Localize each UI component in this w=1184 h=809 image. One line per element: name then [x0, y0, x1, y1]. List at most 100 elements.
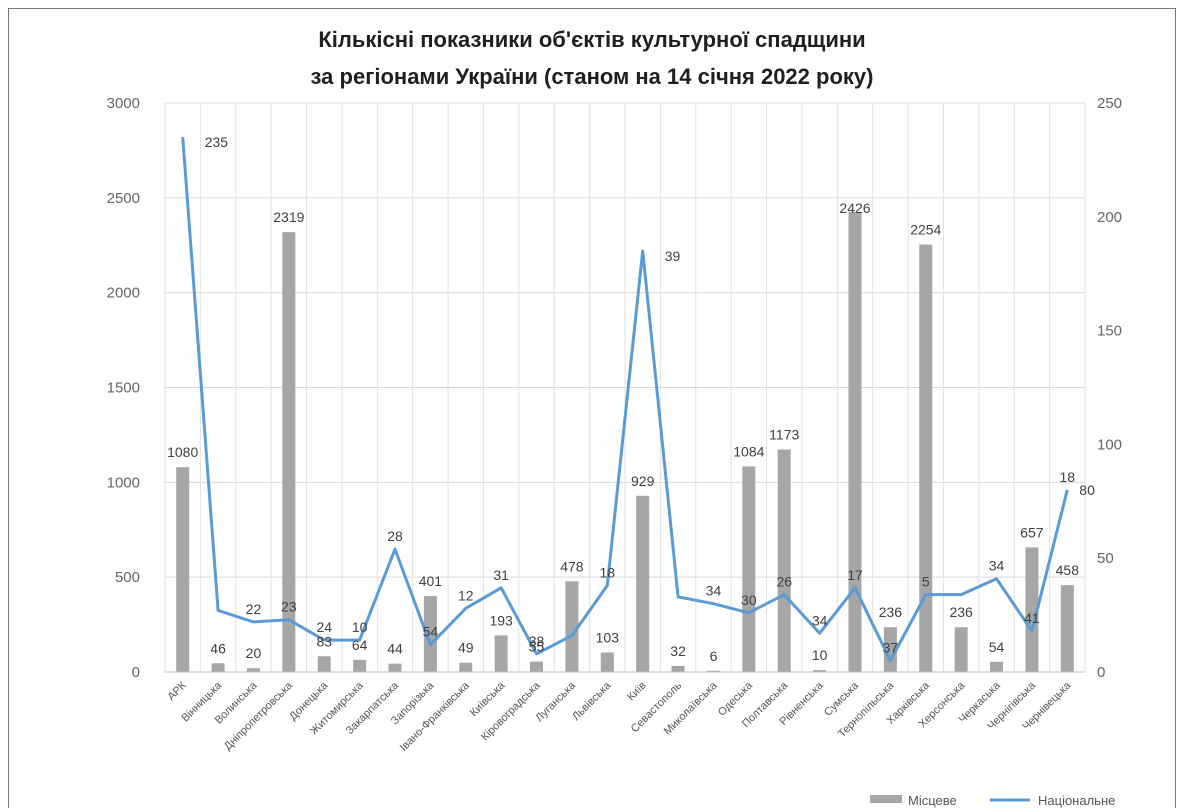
y-right-tick-label: 250 [1097, 95, 1122, 112]
x-category-label: Львівська [570, 679, 614, 723]
data-label-mistseve: 44 [387, 641, 403, 657]
data-label-natsionalne: 39 [665, 248, 681, 264]
y-left-tick-label: 3000 [107, 95, 140, 112]
data-label-natsionalne: 54 [423, 624, 439, 640]
bar-mistseve [777, 449, 791, 672]
y-left-tick-label: 2000 [107, 285, 140, 302]
y-right-tick-label: 0 [1097, 664, 1105, 681]
data-label-natsionalne: 5 [922, 574, 930, 590]
y-right-tick-label: 100 [1097, 436, 1122, 453]
bar-mistseve [954, 627, 968, 672]
bar-mistseve [459, 662, 473, 672]
legend: Місцеве Національне [870, 793, 1115, 808]
y-left-tick-label: 500 [115, 569, 140, 586]
data-label-mistseve: 1173 [769, 427, 799, 443]
data-label-natsionalne: 17 [847, 567, 863, 583]
data-label-mistseve: 2426 [839, 200, 870, 216]
data-label-mistseve: 929 [631, 473, 655, 489]
bar-mistseve [494, 635, 508, 672]
data-label-natsionalne: 34 [989, 558, 1005, 574]
data-label-mistseve: 20 [246, 645, 262, 661]
data-label-mistseve: 64 [352, 637, 368, 653]
chart-frame [8, 8, 1176, 808]
data-label-natsionalne: 18 [1060, 469, 1076, 485]
data-label-natsionalne: 23 [281, 599, 297, 615]
y-left-tick-label: 1000 [107, 474, 140, 491]
data-label-mistseve: 401 [419, 573, 443, 589]
bar-mistseve [848, 211, 862, 673]
data-label-mistseve: 236 [949, 604, 973, 620]
data-label-natsionalne: 41 [1024, 610, 1040, 626]
data-label-mistseve: 10 [812, 647, 828, 663]
data-label-mistseve: 1080 [167, 444, 198, 460]
data-label-natsionalne: 31 [493, 567, 509, 583]
data-label-mistseve: 83 [316, 633, 332, 649]
legend-swatch-mistseve [870, 795, 902, 803]
data-label-mistseve: 2254 [910, 221, 941, 237]
bar-mistseve [388, 663, 402, 672]
data-label-mistseve: 193 [489, 612, 513, 628]
bar-mistseve [530, 661, 544, 672]
y-right-tick-label: 150 [1097, 323, 1122, 340]
data-label-mistseve: 6 [710, 648, 718, 664]
data-label-mistseve: 2319 [273, 209, 304, 225]
bar-mistseve [600, 652, 614, 672]
bar-mistseve [813, 670, 827, 672]
data-label-mistseve: 55 [529, 639, 545, 655]
y-right-tick-label: 200 [1097, 209, 1122, 226]
data-label-natsionalne: 12 [458, 587, 474, 603]
data-label-natsionalne: 28 [387, 528, 403, 544]
data-label-natsionalne: 22 [246, 601, 262, 617]
line-natsionalne [181, 136, 1069, 663]
bar-mistseve [246, 668, 260, 672]
bar-mistseve [919, 244, 933, 672]
bar-mistseve [211, 663, 225, 672]
data-label-natsionalne: 26 [776, 574, 792, 590]
data-label-natsionalne: 34 [812, 612, 828, 628]
data-label-mistseve: 1084 [733, 443, 764, 459]
bar-series-mistseve [176, 211, 1074, 673]
data-label-mistseve: 458 [1056, 562, 1080, 578]
data-label-natsionalne: 34 [706, 583, 722, 599]
x-category-label: Івано-Франківська [398, 679, 473, 754]
data-label-mistseve: 657 [1020, 524, 1044, 540]
data-label-mistseve: 49 [458, 640, 474, 656]
bar-mistseve [353, 659, 367, 672]
bar-mistseve [671, 665, 685, 672]
data-label-mistseve: 478 [560, 558, 584, 574]
data-label-mistseve: 54 [989, 639, 1005, 655]
data-label-mistseve: 236 [879, 604, 903, 620]
bar-mistseve [883, 627, 897, 672]
bar-mistseve [636, 495, 650, 672]
bar-mistseve [565, 581, 579, 672]
bar-mistseve [990, 661, 1004, 672]
data-label-natsionalne: 24 [316, 619, 332, 635]
legend-label-mistseve: Місцеве [908, 793, 957, 808]
bar-mistseve [706, 670, 720, 672]
data-label-mistseve: 32 [670, 643, 686, 659]
y-left-tick-label: 2500 [107, 190, 140, 207]
bar-mistseve [176, 467, 190, 672]
data-label-natsionalne: 235 [205, 134, 229, 150]
y-left-tick-label: 1500 [107, 380, 140, 397]
bar-mistseve [282, 232, 296, 672]
bar-mistseve [742, 466, 756, 672]
data-label-mistseve: 103 [596, 629, 620, 645]
y-left-tick-label: 0 [132, 664, 140, 681]
data-label-natsionalne: 30 [741, 592, 757, 608]
gridlines [164, 102, 1086, 673]
data-label-natsionalne-end: 80 [1079, 482, 1095, 498]
y-right-tick-label: 50 [1097, 550, 1114, 567]
chart-title-line-2: за регіонами України (станом на 14 січня… [311, 64, 874, 89]
legend-label-natsionalne: Національне [1038, 793, 1115, 808]
bar-mistseve [317, 656, 331, 672]
data-label-natsionalne: 18 [600, 565, 616, 581]
data-label-natsionalne: 38 [529, 633, 545, 649]
bar-mistseve [1025, 547, 1039, 672]
bar-mistseve [1060, 585, 1074, 672]
x-category-label: АРК [165, 679, 189, 703]
data-label-natsionalne: 10 [352, 619, 368, 635]
data-label-mistseve: 46 [210, 640, 226, 656]
